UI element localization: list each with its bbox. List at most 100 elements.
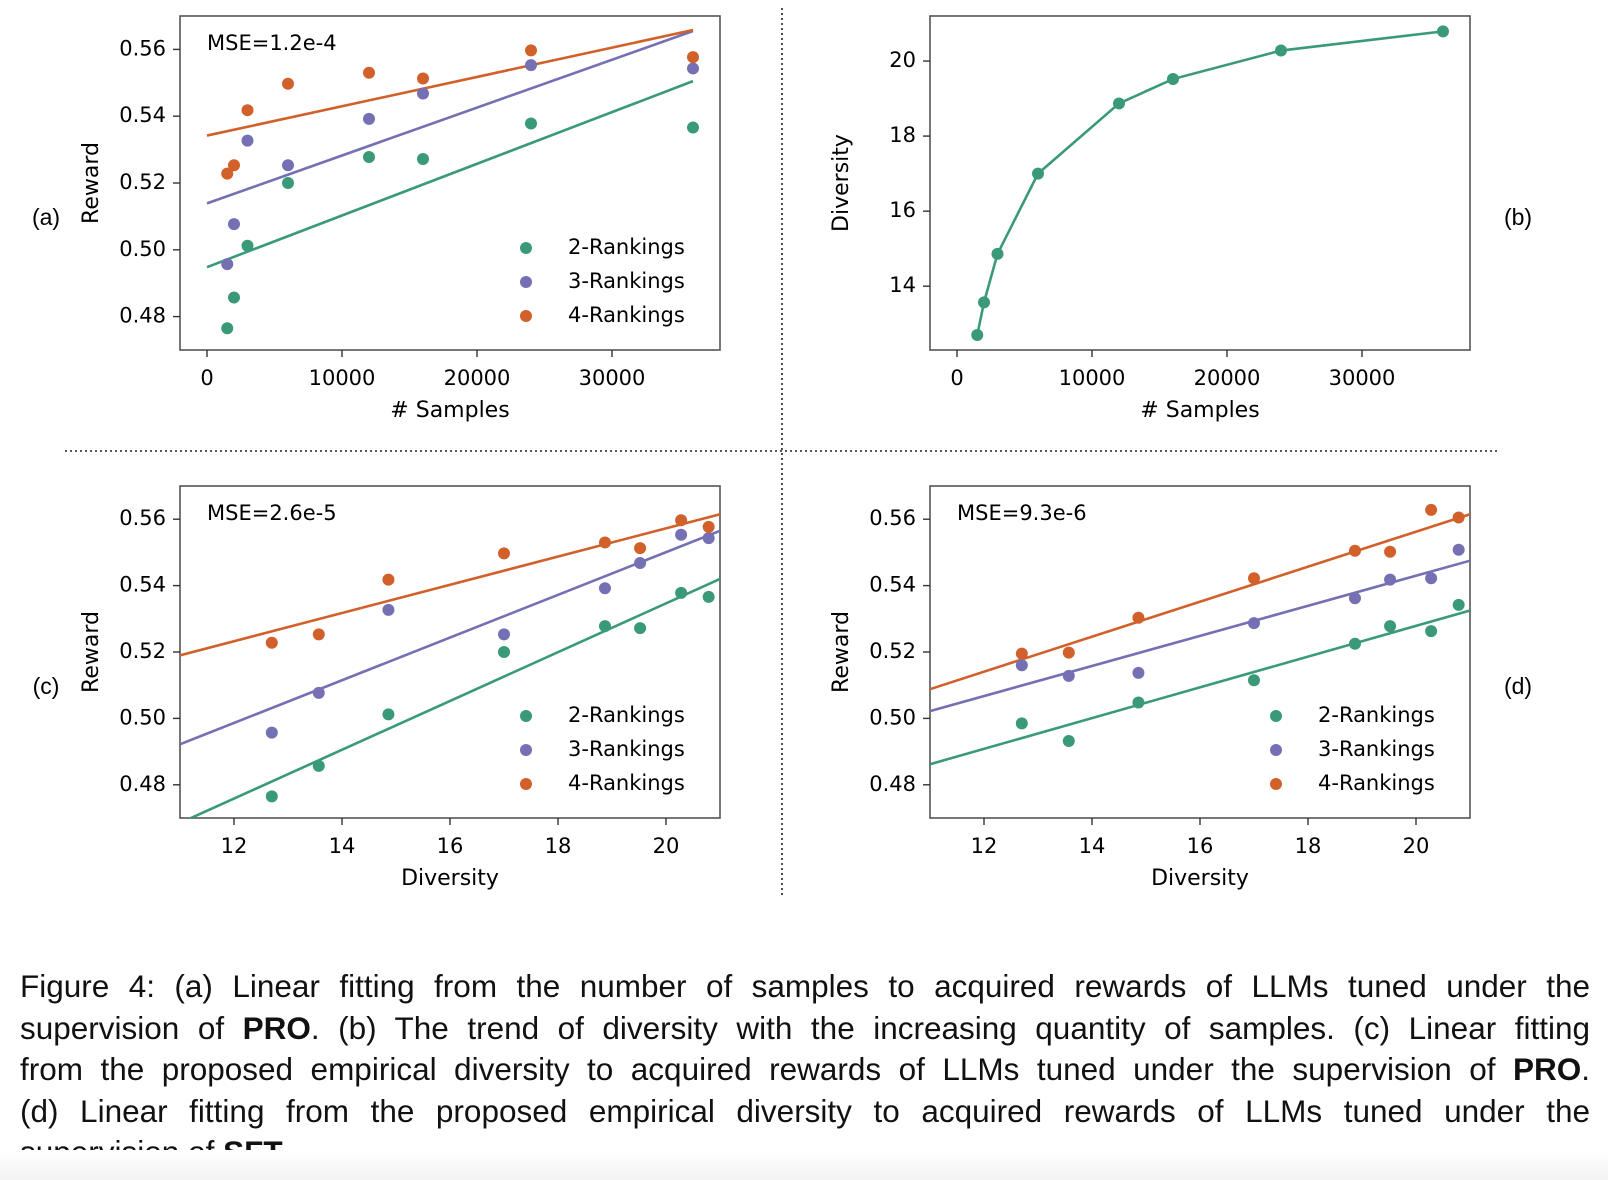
mse-annotation: MSE=9.3e-6 <box>957 501 1087 525</box>
x-tick-label: 16 <box>1187 834 1214 858</box>
data-point <box>971 328 984 341</box>
data-point-3-Rankings <box>634 557 647 570</box>
y-tick-label: 14 <box>889 273 916 297</box>
data-point-2-Rankings <box>675 586 688 599</box>
legend-label: 4-Rankings <box>568 303 685 327</box>
data-point <box>1275 44 1287 57</box>
caption-line: Figure 4: (a) Linear fitting from the nu… <box>20 968 1590 1004</box>
plot-frame <box>929 15 1471 351</box>
data-point-4-Rankings <box>1015 647 1028 660</box>
x-tick-label: 0 <box>950 366 963 390</box>
data-point-3-Rankings <box>382 603 395 616</box>
data-point-4-Rankings <box>598 536 611 549</box>
data-point-2-Rankings <box>265 790 278 803</box>
data-point-3-Rankings <box>1248 617 1260 630</box>
data-point-3-Rankings <box>702 532 715 545</box>
x-tick-label: 20 <box>653 834 680 858</box>
y-axis-label: Reward <box>79 142 104 224</box>
panel-label-b: (b) <box>1504 204 1532 230</box>
fit-line-4-Rankings <box>930 512 1470 691</box>
y-tick-label: 0.48 <box>869 772 916 796</box>
plot-frame <box>929 485 1471 819</box>
data-point-4-Rankings <box>1384 545 1397 558</box>
data-point-3-Rankings <box>675 528 688 541</box>
panel-label-d: (d) <box>1504 673 1532 699</box>
data-point-3-Rankings <box>1452 543 1465 556</box>
data-point-2-Rankings <box>1062 734 1075 747</box>
data-point-2-Rankings <box>498 646 510 658</box>
series-line <box>975 30 1444 336</box>
chart-a: 0 10000 20000 30000 0.48 0.50 0.52 0.54 0.56 # Sa… <box>79 15 721 423</box>
data-point-3-Rankings <box>1132 666 1145 679</box>
legend-label: 2-Rankings <box>568 235 685 259</box>
data-point-2-Rankings <box>382 708 395 721</box>
data-point-2-Rankings <box>702 590 715 603</box>
data-point-2-Rankings <box>363 150 375 163</box>
y-tick-label: 0.50 <box>869 705 916 729</box>
x-tick-label: 20000 <box>1194 366 1261 390</box>
x-tick-label: 12 <box>971 834 998 858</box>
fit-line-3-Rankings <box>180 529 720 746</box>
y-axis-label: Reward <box>829 611 854 693</box>
data-point-4-Rankings <box>241 104 254 117</box>
y-tick-label: 0.52 <box>119 170 166 194</box>
fit-line-4-Rankings <box>180 512 720 657</box>
data-point-2-Rankings <box>241 239 254 252</box>
x-tick-label: 18 <box>545 834 572 858</box>
data-point-4-Rankings <box>702 520 715 533</box>
mse-annotation: MSE=2.6e-5 <box>207 501 337 525</box>
y-tick-label: 0.54 <box>869 573 916 597</box>
y-tick-label: 0.54 <box>119 573 166 597</box>
x-tick-label: 30000 <box>1329 366 1396 390</box>
data-point-4-Rankings <box>228 159 240 172</box>
x-tick-label: 10000 <box>309 366 376 390</box>
data-point <box>991 247 1004 260</box>
legend-label: 3-Rankings <box>568 737 685 761</box>
page-bottom-edge <box>0 1150 1608 1180</box>
x-tick-label: 14 <box>329 834 356 858</box>
y-tick-label: 0.50 <box>119 705 166 729</box>
data-point-3-Rankings <box>417 87 429 100</box>
data-point <box>1032 167 1044 180</box>
data-point-2-Rankings <box>1384 620 1397 633</box>
data-point-4-Rankings <box>1425 503 1438 516</box>
data-point-3-Rankings <box>221 258 234 271</box>
data-point-4-Rankings <box>1348 544 1361 557</box>
fit-line-2-Rankings <box>187 577 720 818</box>
data-point-4-Rankings <box>417 72 429 85</box>
data-point-2-Rankings <box>221 322 234 335</box>
mse-annotation: MSE=1.2e-4 <box>207 31 337 55</box>
legend-label: 4-Rankings <box>1318 771 1435 795</box>
legend-marker <box>520 710 532 722</box>
fit-line-2-Rankings <box>930 609 1470 766</box>
data-point-2-Rankings <box>1132 696 1145 709</box>
data-point-3-Rankings <box>498 628 510 641</box>
y-tick-label: 0.52 <box>869 639 916 663</box>
y-tick-label: 0.48 <box>119 304 166 328</box>
legend-marker <box>520 276 532 288</box>
data-point-3-Rankings <box>525 59 537 72</box>
data-point-4-Rankings <box>1452 511 1465 524</box>
caption-line: supervision of PRO. (b) The trend of div… <box>20 1009 1590 1046</box>
data-point-3-Rankings <box>282 159 294 172</box>
y-axis-label: Diversity <box>829 134 854 232</box>
fit-line-2-Rankings <box>206 79 694 269</box>
x-axis-label: # Samples <box>1140 398 1259 423</box>
fit-line-3-Rankings <box>930 559 1470 713</box>
data-point-4-Rankings <box>687 51 699 64</box>
x-tick-label: 20 <box>1403 834 1430 858</box>
data-point-4-Rankings <box>675 514 688 527</box>
y-tick-label: 18 <box>889 123 916 147</box>
panel-label-c: (c) <box>33 673 60 699</box>
data-point-4-Rankings <box>634 542 647 555</box>
legend-marker <box>1270 710 1282 722</box>
panel-label-a: (a) <box>32 204 60 230</box>
data-point-4-Rankings <box>312 628 325 641</box>
y-tick-label: 16 <box>889 198 916 222</box>
figure: (a) (b) (c) (d) 0 10000 20000 30000 0.48 0.50 0.52… <box>32 8 1532 898</box>
data-point <box>1113 97 1125 110</box>
x-tick-label: 18 <box>1295 834 1322 858</box>
data-point <box>1437 25 1449 38</box>
y-tick-label: 0.52 <box>119 639 166 663</box>
data-point-2-Rankings <box>228 291 240 304</box>
